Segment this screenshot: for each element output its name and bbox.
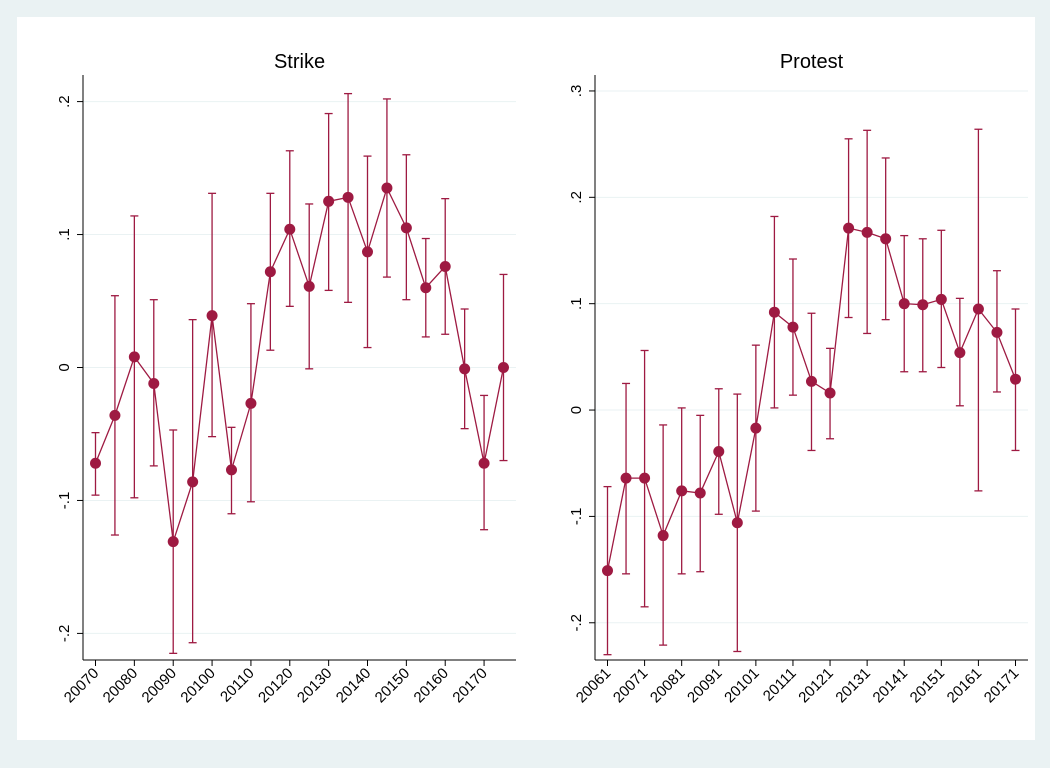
y-tick-label: -.2 [568,614,585,632]
point [935,293,947,305]
point [750,422,762,434]
y-tick-label: .1 [568,297,585,310]
point [90,457,101,469]
point [303,280,315,292]
y-tick-label: .2 [568,191,585,204]
point [498,362,509,373]
point [806,375,817,387]
point [843,222,855,234]
point [639,472,651,484]
y-tick-label: -.1 [56,492,73,510]
y-tick-label: .1 [56,228,73,241]
y-tick-label: .2 [56,95,73,108]
plot-region [17,17,1035,740]
point [342,191,354,203]
point [148,377,160,389]
point [245,397,257,409]
point [917,299,929,311]
point [400,222,412,234]
point [620,472,632,484]
point [824,387,836,399]
point [1010,373,1021,385]
point [768,306,780,318]
point [972,303,984,315]
point [206,310,218,322]
y-tick-label: 0 [568,406,585,414]
point [323,195,335,207]
point [167,536,179,548]
y-tick-label: -.2 [56,625,73,643]
point [187,476,199,488]
point [284,223,296,235]
y-tick-label: 0 [56,363,73,371]
point [381,182,393,194]
point [731,517,743,529]
y-tick-label: -.1 [568,508,585,526]
point [226,464,237,476]
point [676,485,688,497]
y-tick-label: .3 [568,85,585,98]
point [713,446,725,458]
chart-title: Strike [274,51,325,73]
point [861,226,873,238]
series-line [94,186,505,542]
point [898,298,910,310]
point [880,233,892,245]
point [657,530,669,542]
point [459,363,471,375]
point [787,321,799,333]
point [602,565,613,577]
point [439,260,451,272]
point [362,246,373,258]
point [420,282,432,294]
point [991,326,1003,338]
point [264,266,276,278]
point [954,347,966,359]
point [478,457,490,469]
point [128,351,140,363]
chart-title: Protest [780,51,844,73]
point [694,487,706,499]
point [109,409,121,421]
